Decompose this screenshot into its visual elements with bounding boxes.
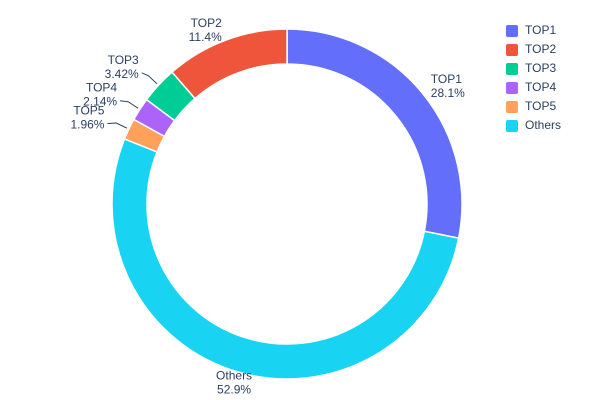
legend-label-top3: TOP3 xyxy=(525,61,557,75)
legend-swatch-top2 xyxy=(506,43,518,56)
chart-legend: TOP1 TOP2 TOP3 TOP4 TOP5 Others xyxy=(506,24,561,132)
leader-line-top4 xyxy=(120,100,139,109)
legend-item-others[interactable]: Others xyxy=(506,119,561,132)
legend-swatch-top4 xyxy=(506,81,518,94)
legend-label-top2: TOP2 xyxy=(525,42,557,56)
legend-item-top2[interactable]: TOP2 xyxy=(506,43,561,56)
legend-label-top1: TOP1 xyxy=(525,23,557,37)
slice-label-others: Others 52.9% xyxy=(216,368,252,396)
pie-slice-top1[interactable] xyxy=(286,28,463,239)
legend-swatch-top1 xyxy=(506,24,518,37)
leader-line-top5 xyxy=(107,122,128,129)
legend-item-top1[interactable]: TOP1 xyxy=(506,24,561,37)
slice-label-top4: TOP4 2.14% xyxy=(83,81,117,109)
legend-item-top4[interactable]: TOP4 xyxy=(506,81,561,94)
legend-swatch-others xyxy=(506,119,518,132)
legend-item-top5[interactable]: TOP5 xyxy=(506,100,561,113)
legend-item-top3[interactable]: TOP3 xyxy=(506,62,561,75)
slice-label-top5: TOP5 1.96% xyxy=(70,103,104,131)
pie-slice-others[interactable] xyxy=(111,137,460,380)
legend-label-others: Others xyxy=(525,118,562,132)
slice-label-top2: TOP2 11.4% xyxy=(189,16,222,44)
legend-label-top5: TOP5 xyxy=(525,99,557,113)
leader-line-top3 xyxy=(141,72,158,85)
pie-slice-top2[interactable] xyxy=(170,28,288,100)
slice-label-top1: TOP1 28.1% xyxy=(431,72,465,100)
legend-label-top4: TOP4 xyxy=(525,80,557,94)
slice-label-top3: TOP3 3.42% xyxy=(105,53,139,81)
legend-swatch-top3 xyxy=(506,62,518,75)
legend-swatch-top5 xyxy=(506,100,518,113)
